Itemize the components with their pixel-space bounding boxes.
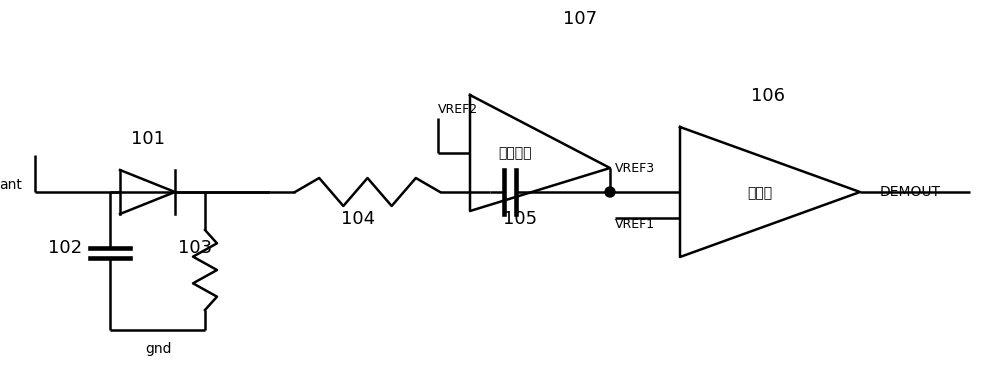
Text: 102: 102 xyxy=(48,239,82,257)
Text: VREF2: VREF2 xyxy=(438,103,478,116)
Text: 106: 106 xyxy=(751,87,785,105)
Text: VREF1: VREF1 xyxy=(615,218,655,231)
Text: 103: 103 xyxy=(178,239,212,257)
Text: 101: 101 xyxy=(131,130,165,148)
Text: 比较器: 比较器 xyxy=(747,186,773,200)
Text: gnd: gnd xyxy=(145,342,171,356)
Text: VREF3: VREF3 xyxy=(615,162,655,175)
Text: ant: ant xyxy=(0,178,22,192)
Text: DEMOUT: DEMOUT xyxy=(880,185,941,199)
Text: 107: 107 xyxy=(563,10,597,28)
Text: 偏置电路: 偏置电路 xyxy=(498,146,532,160)
Circle shape xyxy=(605,187,615,197)
Text: 105: 105 xyxy=(503,210,537,228)
Text: 104: 104 xyxy=(341,210,375,228)
